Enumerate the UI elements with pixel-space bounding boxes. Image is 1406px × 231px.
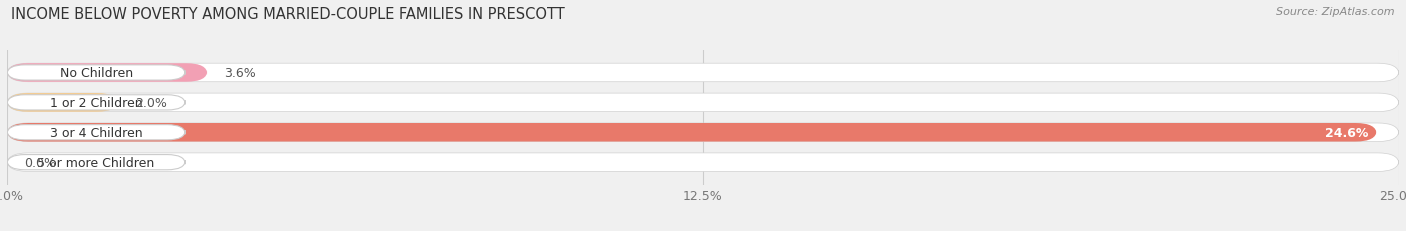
FancyBboxPatch shape: [7, 94, 118, 112]
FancyBboxPatch shape: [7, 95, 186, 110]
Text: 3.6%: 3.6%: [224, 67, 256, 80]
FancyBboxPatch shape: [7, 94, 1399, 112]
Text: 0.0%: 0.0%: [24, 156, 56, 169]
Text: INCOME BELOW POVERTY AMONG MARRIED-COUPLE FAMILIES IN PRESCOTT: INCOME BELOW POVERTY AMONG MARRIED-COUPL…: [11, 7, 565, 22]
FancyBboxPatch shape: [7, 123, 1399, 142]
FancyBboxPatch shape: [7, 155, 186, 170]
Text: No Children: No Children: [59, 67, 132, 80]
Text: Source: ZipAtlas.com: Source: ZipAtlas.com: [1277, 7, 1395, 17]
Text: 3 or 4 Children: 3 or 4 Children: [49, 126, 142, 139]
Text: 1 or 2 Children: 1 or 2 Children: [49, 97, 142, 109]
Text: 2.0%: 2.0%: [135, 97, 167, 109]
FancyBboxPatch shape: [7, 64, 1399, 82]
Text: 5 or more Children: 5 or more Children: [38, 156, 155, 169]
FancyBboxPatch shape: [7, 64, 208, 82]
Text: 24.6%: 24.6%: [1324, 126, 1368, 139]
FancyBboxPatch shape: [7, 153, 1399, 172]
FancyBboxPatch shape: [7, 123, 1376, 142]
FancyBboxPatch shape: [7, 66, 186, 81]
FancyBboxPatch shape: [7, 125, 186, 140]
